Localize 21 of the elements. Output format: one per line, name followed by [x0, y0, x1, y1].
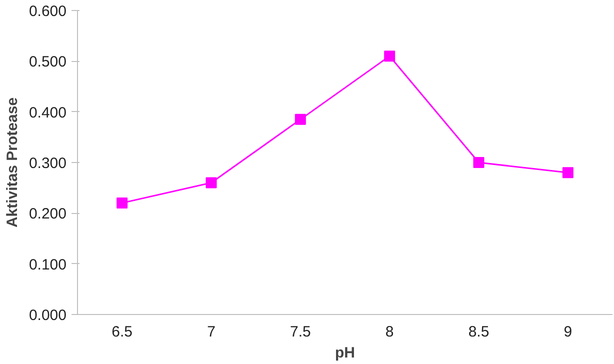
point: [473, 157, 484, 168]
point: [116, 198, 128, 209]
y-tick-label: 0.400: [28, 104, 67, 122]
x-tick-label: 9: [564, 324, 572, 340]
x-axis-title: pH: [335, 344, 355, 362]
y-tick-label: 0.600: [28, 3, 67, 20]
point: [206, 177, 217, 188]
x-tick-label: 6.5: [112, 324, 133, 340]
point: [562, 167, 574, 178]
y-tick-label: 0.200: [28, 206, 67, 223]
x-tick-label: 8.5: [468, 324, 490, 340]
point: [294, 114, 306, 125]
x-tick-label: 7: [207, 324, 216, 340]
x-tick-label: 7.5: [290, 324, 311, 340]
x-tick-label: 8: [385, 324, 394, 340]
y-tick-label: 0.100: [28, 256, 67, 274]
y-tick-label: 0.500: [28, 54, 67, 71]
y-tick-label: 0.000: [28, 307, 67, 324]
y-tick-label: 0.300: [28, 155, 67, 172]
y-axis-title: Aktivitas Protease: [4, 97, 21, 228]
point: [384, 50, 396, 62]
